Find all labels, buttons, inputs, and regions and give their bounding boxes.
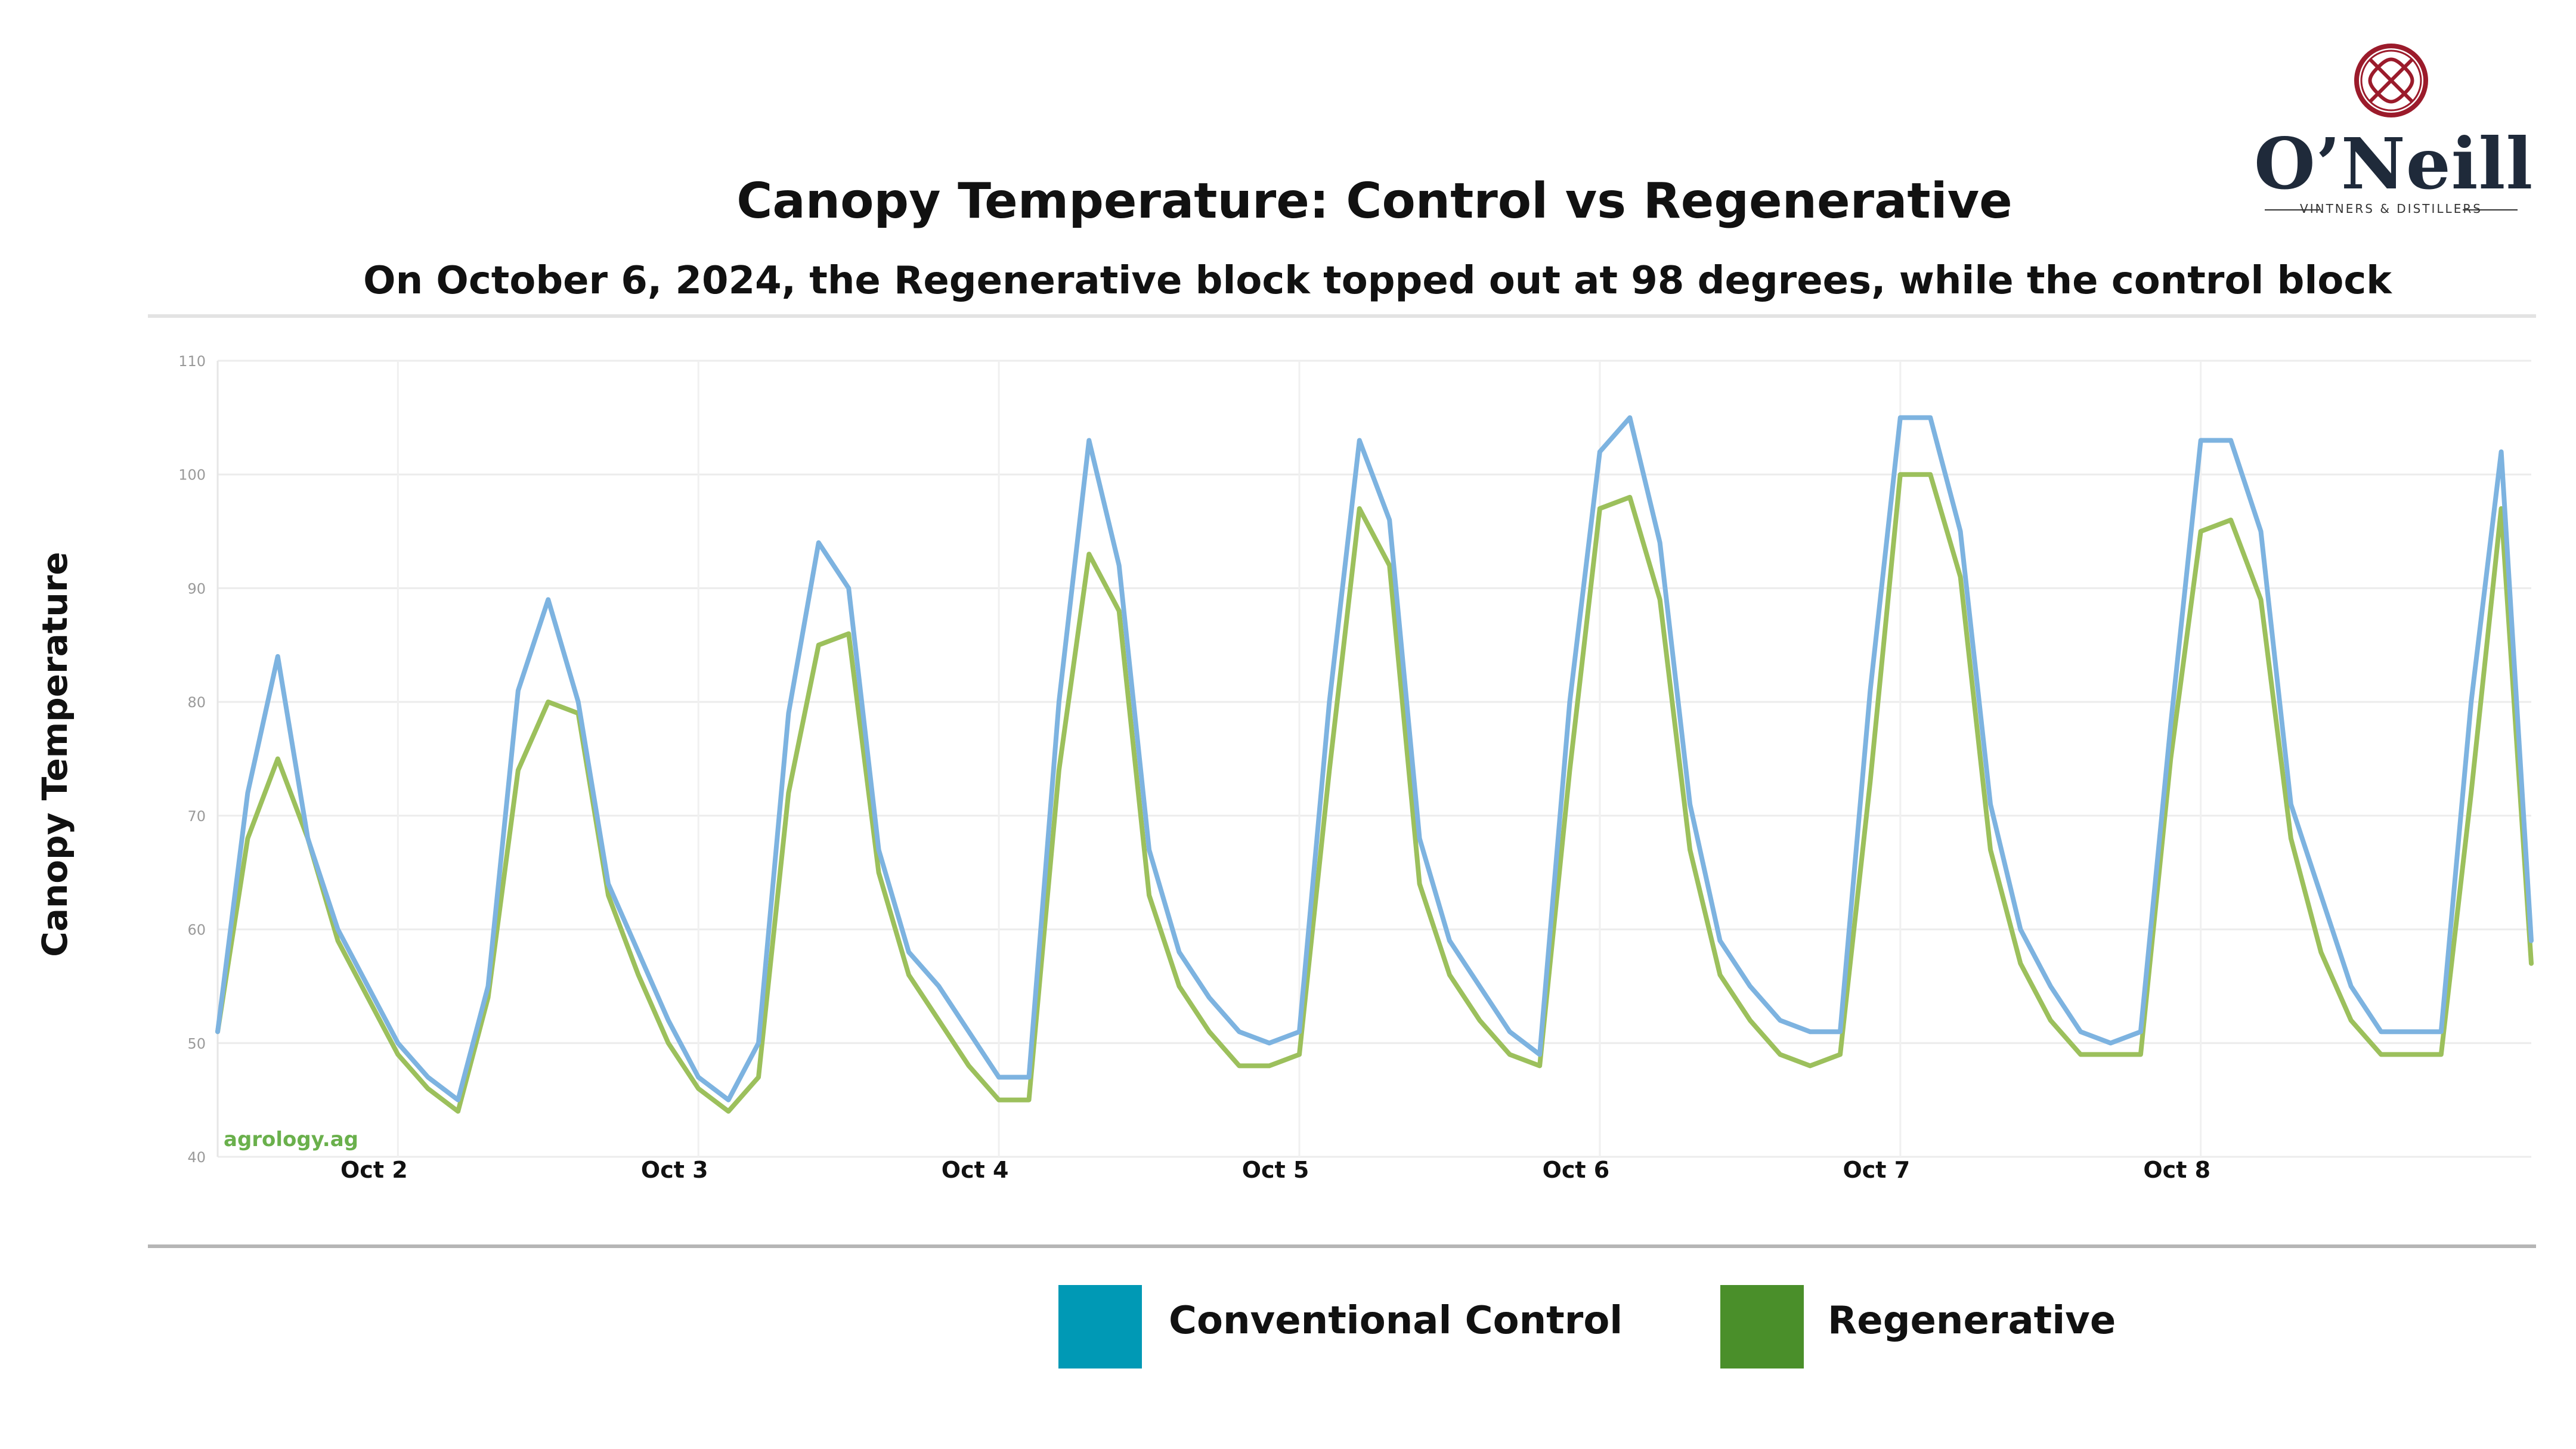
- oneill-logo: [2265, 44, 2518, 210]
- logo-wordmark: O’Neill: [2254, 122, 2534, 205]
- x-tick-label: Oct 5: [1242, 1157, 1309, 1183]
- chart-title: Canopy Temperature: Control vs Regenerat…: [736, 173, 2012, 230]
- legend-swatch-conventional-control: [1058, 1285, 1142, 1368]
- x-tick-label: Oct 4: [942, 1157, 1009, 1183]
- y-tick-label: 100: [178, 467, 206, 484]
- watermark-text: agrology.ag: [224, 1128, 358, 1151]
- legend-swatch-regenerative: [1720, 1285, 1804, 1368]
- logo-tagline: VINTNERS & DISTILLERS: [2300, 202, 2482, 216]
- y-tick-label: 90: [187, 580, 206, 597]
- x-tick-label: Oct 8: [2143, 1157, 2210, 1183]
- x-tick-label: Oct 2: [340, 1157, 408, 1183]
- logo-emblem-icon: [2354, 44, 2428, 117]
- y-tick-label: 60: [187, 922, 206, 939]
- y-tick-label: 50: [187, 1035, 206, 1052]
- chart-panel-background: [148, 316, 2536, 1246]
- x-tick-label: Oct 7: [1843, 1157, 1910, 1183]
- y-tick-label: 40: [187, 1149, 206, 1166]
- y-tick-label: 80: [187, 694, 206, 711]
- x-tick-label: Oct 3: [641, 1157, 708, 1183]
- series-line-conventional-control: [215, 415, 2534, 1103]
- y-tick-label: 110: [178, 353, 206, 370]
- x-tick-label: Oct 6: [1543, 1157, 1610, 1183]
- legend-label-regenerative: Regenerative: [1828, 1299, 2116, 1343]
- y-tick-label: 70: [187, 808, 206, 825]
- legend-label-conventional-control: Conventional Control: [1169, 1299, 1623, 1343]
